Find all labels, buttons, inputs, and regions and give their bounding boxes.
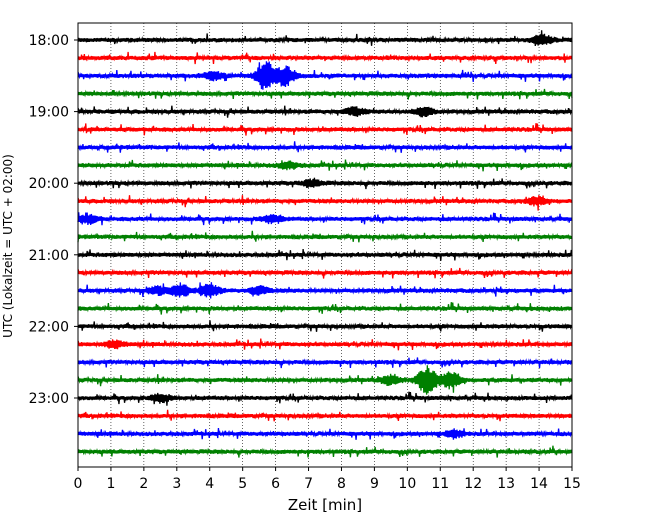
trace-2215 (77, 338, 573, 351)
x-tick-label-2: 2 (139, 476, 148, 492)
vertical-gridlines (77, 23, 573, 467)
x-tick-label-12: 12 (464, 476, 482, 492)
trace-1915 (77, 123, 573, 136)
trace-2345 (77, 445, 573, 458)
trace-2245 (77, 365, 573, 395)
y-tick-label-2200: 22:00 (29, 319, 69, 335)
trace-2030 (77, 212, 573, 226)
x-tick-label-4: 4 (205, 476, 214, 492)
trace-2115 (77, 267, 573, 279)
trace-1930 (77, 141, 573, 153)
trace-1815 (77, 51, 573, 65)
trace-2015 (77, 195, 573, 211)
y-tick-label-2000: 20:00 (29, 176, 69, 192)
trace-2330 (77, 428, 573, 440)
x-tick-label-11: 11 (431, 476, 449, 492)
trace-2315 (77, 409, 573, 422)
trace-1945 (77, 159, 573, 172)
x-tick-label-8: 8 (337, 476, 346, 492)
trace-1845 (77, 88, 573, 100)
x-tick-label-6: 6 (271, 476, 280, 492)
trace-2000 (77, 177, 573, 190)
x-axis-label: Zeit [min] (288, 496, 362, 514)
x-axis-ticks: 0 1 2 3 4 5 6 7 8 9 10 11 12 13 14 15 (74, 467, 581, 492)
y-tick-label-1900: 19:00 (29, 105, 69, 121)
x-tick-label-1: 1 (106, 476, 115, 492)
x-tick-label-7: 7 (304, 476, 313, 492)
y-axis-label: UTC (Lokalzeit = UTC + 02:00) (1, 154, 15, 338)
x-tick-label-0: 0 (74, 476, 83, 492)
trace-2130 (77, 282, 573, 299)
x-tick-label-13: 13 (497, 476, 515, 492)
trace-1800 (77, 30, 573, 46)
trace-1900 (77, 105, 573, 118)
trace-1830 (77, 61, 573, 90)
seismogram-traces (77, 30, 573, 458)
plot-frame (77, 22, 573, 468)
trace-2200 (77, 320, 573, 332)
trace-2145 (77, 302, 573, 315)
trace-2100 (77, 249, 573, 261)
trace-2045 (77, 230, 573, 243)
x-tick-label-15: 15 (563, 476, 581, 492)
x-tick-label-14: 14 (530, 476, 548, 492)
trace-2230 (77, 357, 573, 369)
trace-2300 (77, 391, 573, 406)
y-axis-ticks: 18:00 19:00 20:00 21:00 22:00 23:00 (29, 33, 78, 407)
y-tick-label-1800: 18:00 (29, 33, 69, 49)
x-tick-label-5: 5 (238, 476, 247, 492)
y-tick-label-2100: 21:00 (29, 248, 69, 264)
y-tick-label-2300: 23:00 (29, 391, 69, 407)
x-tick-label-10: 10 (398, 476, 416, 492)
x-tick-label-3: 3 (172, 476, 181, 492)
x-tick-label-9: 9 (370, 476, 379, 492)
